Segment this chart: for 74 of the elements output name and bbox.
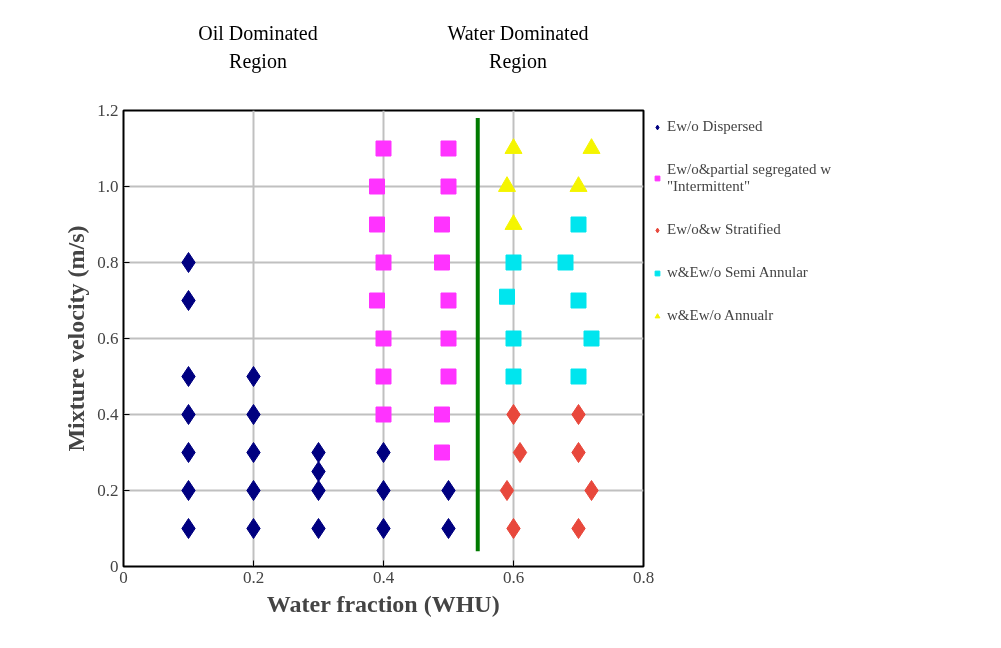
point [181,366,196,387]
point [369,292,385,309]
point [441,518,456,539]
point [499,288,515,305]
point [506,518,521,539]
point [434,254,450,271]
point [505,368,522,385]
point [570,216,587,233]
point [440,368,457,385]
y-tick-label: 1.0 [97,177,119,196]
point [375,406,392,423]
legend-label: w&Ew/o Semi Annular [667,264,808,281]
point [311,480,326,501]
point [505,330,522,347]
legend-label: Ew/o&partial segregated w "Intermittent" [667,161,832,195]
point [375,368,392,385]
point [369,178,385,195]
point [311,442,326,463]
point [375,254,392,271]
x-tick-label: 0.6 [502,567,525,587]
y-axis-title: Mixture velocity (m/s) [63,225,90,452]
point [440,330,457,347]
legend-label: Ew/o&w Stratified [667,221,781,238]
point [440,178,457,195]
point [570,368,587,385]
point [375,330,392,347]
point [512,442,528,463]
point [506,404,521,425]
point [434,216,450,233]
legend-label: Ew/o Dispersed [667,118,763,135]
point [246,442,261,463]
point [311,518,326,539]
x-tick-label: 0.8 [632,567,655,587]
point [441,480,456,501]
y-tick-label: 0.2 [97,481,119,500]
point [570,292,587,309]
point [571,518,586,539]
y-tick-label: 0.8 [97,253,119,272]
point [376,518,391,539]
point [499,480,515,501]
y-tick-label: 0.6 [97,329,119,348]
point [584,480,599,501]
y-tick-label: 1.2 [97,101,119,120]
point [440,140,457,157]
point [181,290,196,311]
point [375,140,392,157]
point [181,480,196,501]
point [571,404,586,425]
point [440,292,457,309]
point [246,366,261,387]
point [434,444,450,461]
point [246,480,261,501]
point [571,442,586,463]
x-tick-label: 0.4 [372,567,395,587]
point [369,216,385,233]
point [181,404,196,425]
point [376,442,391,463]
legend-label: w&Ew/o Annualr [667,307,774,324]
point [311,461,326,482]
text: Water Dominated Region [446,21,590,75]
point [181,252,196,273]
point [376,480,391,501]
point [434,406,450,423]
point [505,254,522,271]
point [181,442,196,463]
point [246,404,261,425]
y-tick-label: 0.4 [97,405,119,424]
point [181,518,196,539]
x-axis-title: Water fraction (WHU) [266,590,500,617]
point [557,254,574,271]
point [246,518,261,539]
x-tick-label: 0.2 [242,567,265,587]
point [583,330,600,347]
text: Oil Dominated Region [197,21,319,75]
